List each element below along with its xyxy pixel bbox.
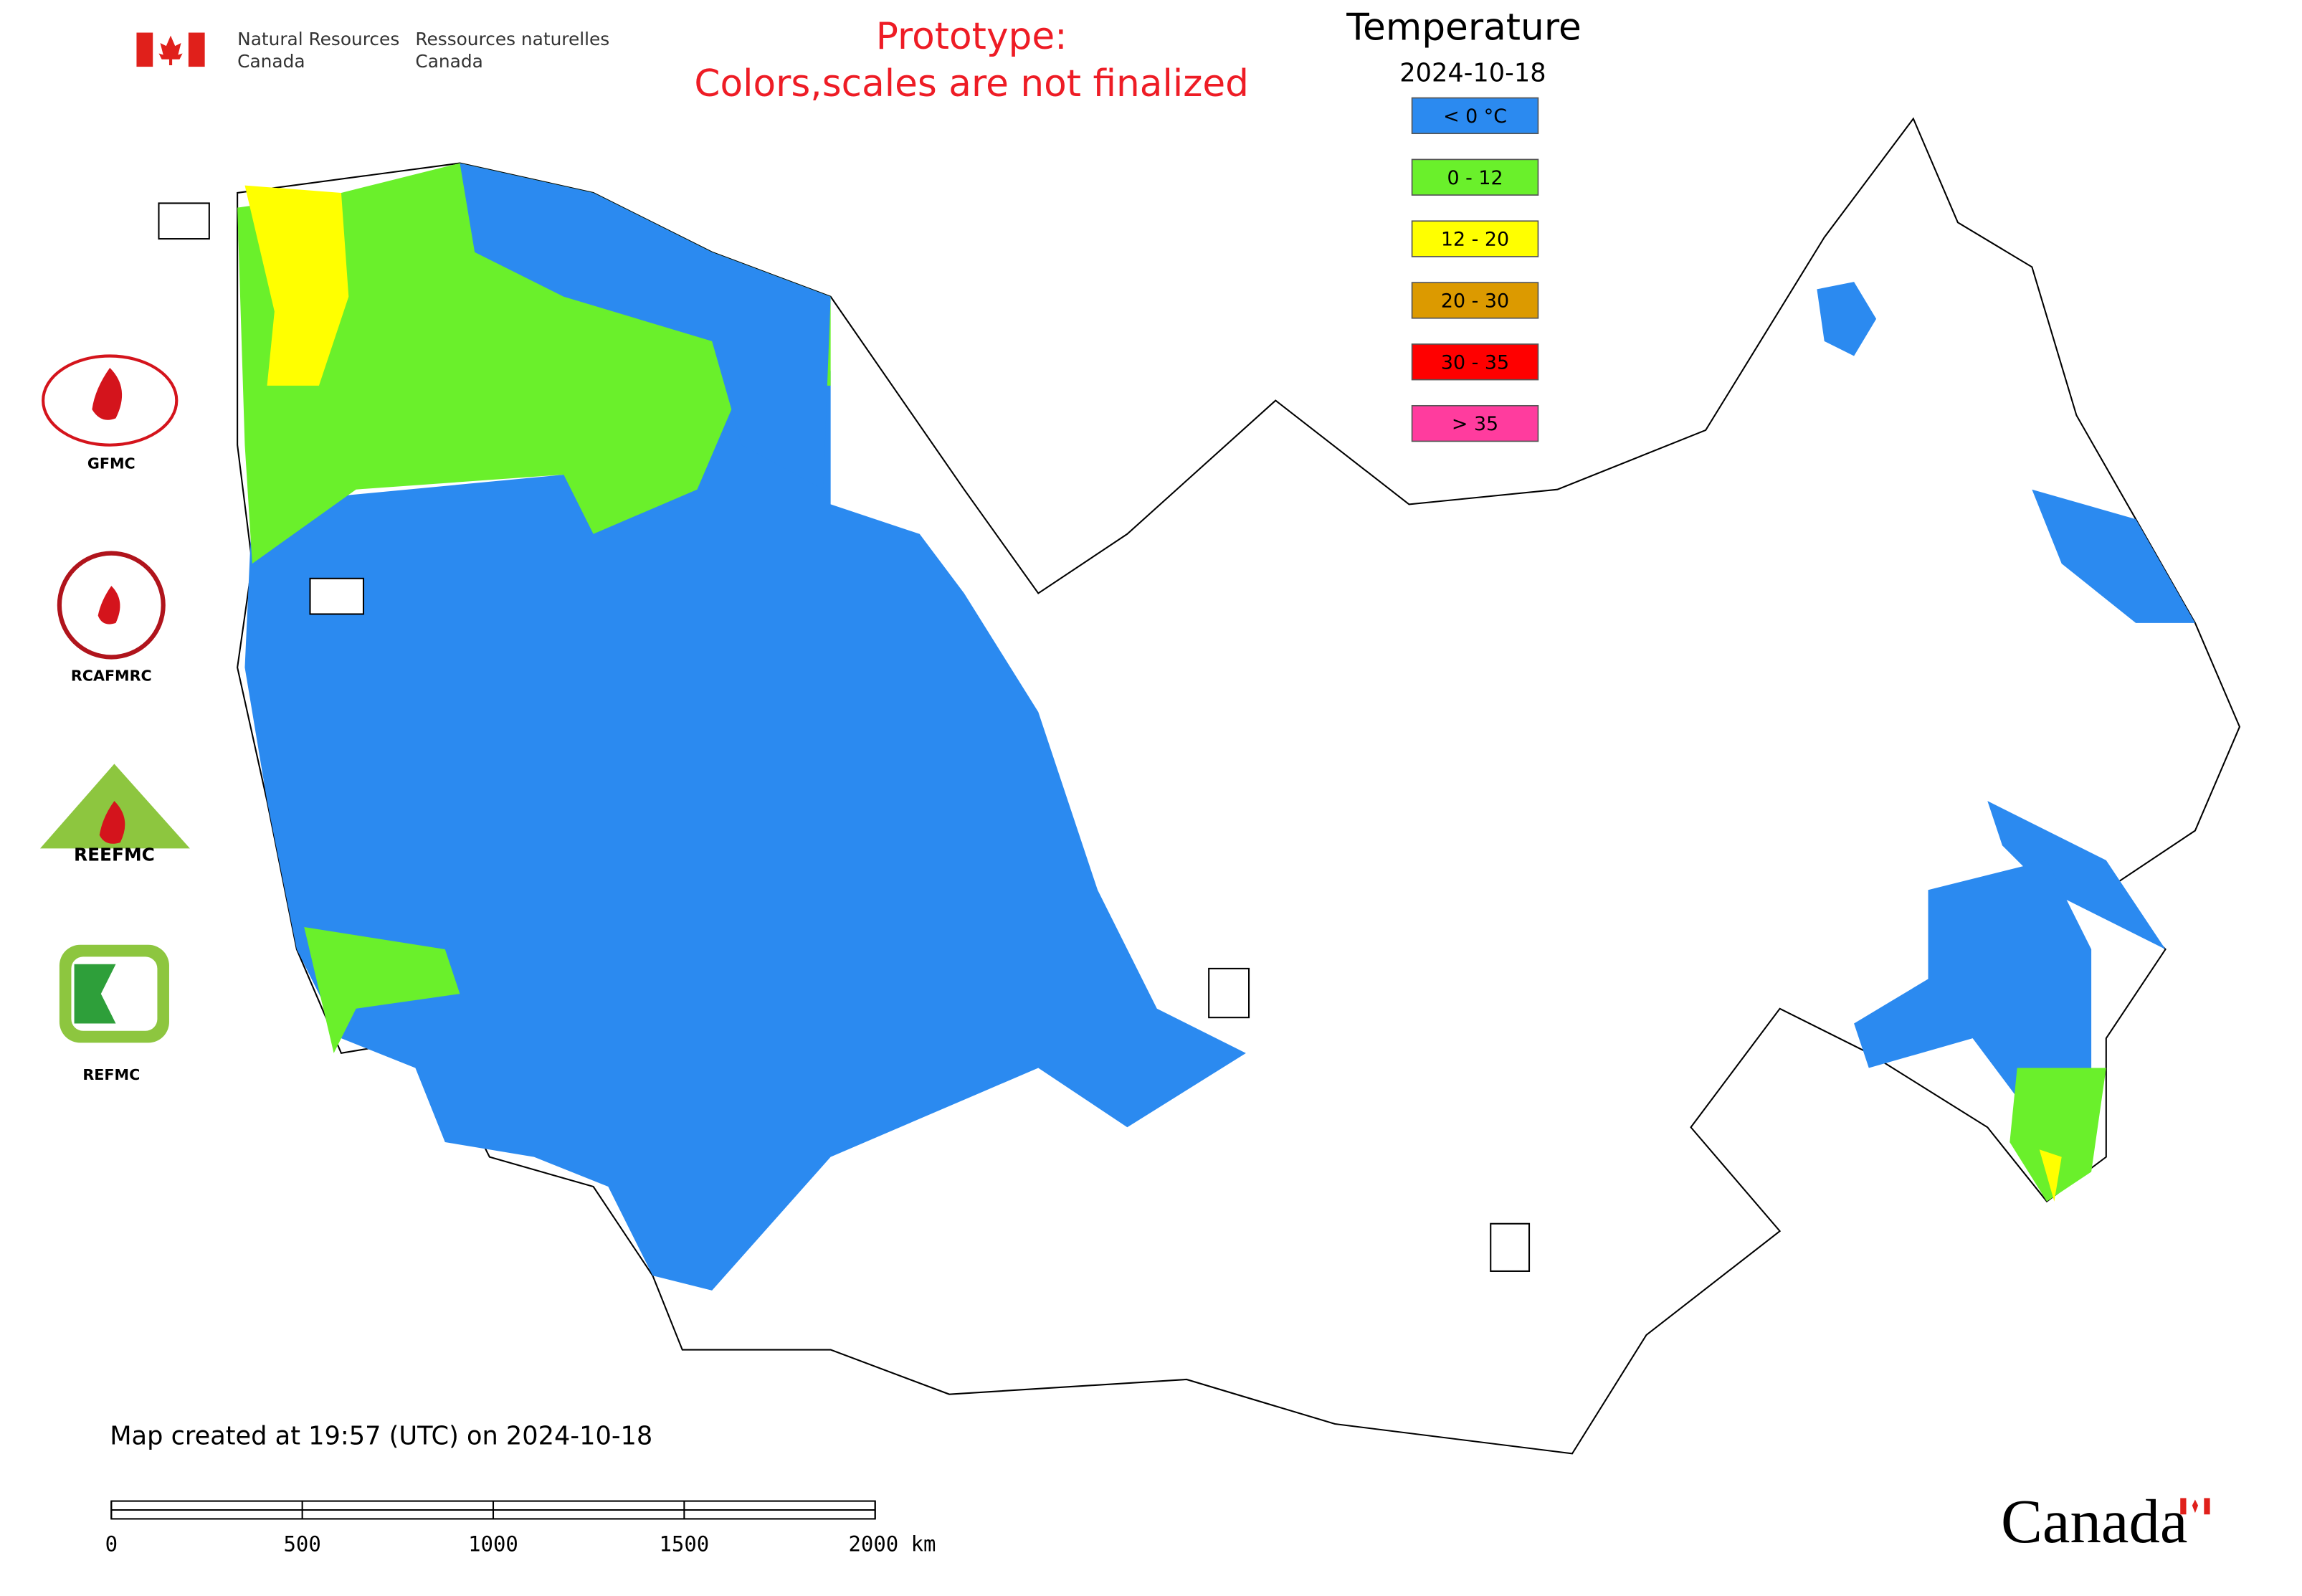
scale-bar: 0 500 1000 1500 2000 km (105, 1500, 936, 1557)
logo-label: REFMC (82, 1066, 140, 1083)
created-note: Map created at 19:57 (UTC) on 2024-10-18 (110, 1422, 652, 1451)
legend-swatch (1411, 97, 1539, 135)
dept-en: Canada (237, 51, 305, 72)
legend-swatch (1411, 158, 1539, 196)
map (158, 117, 2241, 1455)
dept-en: Natural Resources (237, 29, 399, 49)
legend-label: 20 - 30 (1441, 290, 1509, 312)
wordmark-flag (2180, 1498, 2210, 1515)
map-logo (158, 202, 210, 240)
logo-label: GFMC (87, 455, 135, 472)
region-cold (460, 163, 831, 490)
region-warm (244, 185, 349, 386)
notice: Prototype: (876, 15, 1067, 58)
legend-swatch (1411, 220, 1539, 257)
region-cold (1817, 282, 1877, 356)
map-logo (1490, 1222, 1531, 1272)
legend-label: 0 - 12 (1447, 167, 1503, 189)
region-cold (1987, 801, 2166, 950)
logo-label: REEFMC (74, 845, 155, 865)
notice: Colors,scales are not finalized (694, 62, 1249, 105)
map-logo (1208, 967, 1250, 1019)
logo-gfmc: GFMC (42, 354, 179, 472)
region-mild (2010, 1068, 2106, 1202)
legend-swatch (1411, 343, 1539, 381)
region-cold (1854, 860, 2092, 1098)
region-warm (2039, 1149, 2062, 1202)
logo-refmc: REFMC (59, 944, 169, 1083)
legend-label: > 35 (1452, 413, 1498, 435)
dept-fr: Ressources naturelles (415, 29, 609, 49)
scale-label: 0 (105, 1532, 118, 1557)
map-logo (309, 577, 365, 615)
legend-label: 30 - 35 (1441, 351, 1509, 374)
dept-fr: Canada (415, 51, 482, 72)
scale-label: 1500 (659, 1532, 709, 1557)
legend-date: 2024-10-18 (1399, 58, 1546, 87)
region-cold (244, 356, 1246, 1291)
logo-reefmc: REEFMC (39, 764, 190, 865)
canada-wordmark: Canada (2001, 1487, 2188, 1556)
legend-label: 12 - 20 (1441, 229, 1509, 251)
region-cold (2032, 489, 2195, 623)
scale-label: 2000 km (848, 1532, 936, 1557)
legend-label: < 0 °C (1443, 105, 1507, 128)
logo-label: RCAFMRC (71, 667, 152, 684)
logo-rcafmrc: RCAFMRC (57, 551, 166, 684)
legend-swatch (1411, 282, 1539, 319)
legend-title: Temperature (1346, 6, 1582, 49)
scale-label: 1000 (468, 1532, 518, 1557)
canada-flag (136, 32, 205, 67)
legend-swatch (1411, 404, 1539, 442)
scale-label: 500 (283, 1532, 320, 1557)
region-mild (304, 926, 460, 1053)
legend: < 0 °C 0 - 12 12 - 20 20 - 30 30 - 35 > 35 (1411, 97, 1539, 442)
